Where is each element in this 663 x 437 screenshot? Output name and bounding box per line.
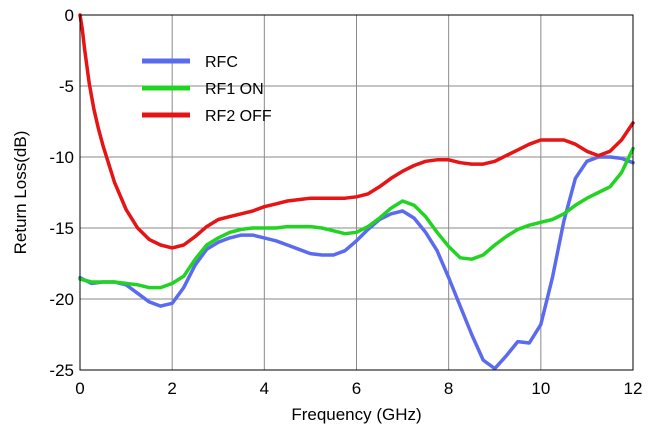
y-tick-label: 0 — [65, 6, 74, 25]
chart-grid — [79, 14, 634, 371]
x-tick-label: 10 — [531, 379, 550, 398]
y-tick-label: -20 — [49, 290, 74, 309]
series-line-rfc — [78, 155, 635, 371]
x-tick-label: 12 — [624, 379, 643, 398]
plot-frame — [79, 14, 634, 371]
x-tick-label: 8 — [444, 379, 453, 398]
x-axis-label: Frequency (GHz) — [291, 405, 421, 424]
x-tick-label: 4 — [260, 379, 269, 398]
y-tick-label: -15 — [49, 219, 74, 238]
y-tick-label: -25 — [49, 361, 74, 380]
legend-label: RFC — [205, 54, 238, 71]
tick-labels: 0 2 4 6 8 10 12 0 -5 -10 -15 -20 -25 — [49, 6, 642, 398]
series-line-rf1-on — [78, 146, 635, 290]
legend-label: RF2 OFF — [205, 108, 272, 125]
y-axis-label: Return Loss(dB) — [11, 131, 30, 255]
legend-label: RF1 ON — [205, 81, 264, 98]
legend: RFC RF1 ON RF2 OFF — [142, 54, 272, 125]
y-tick-label: -5 — [59, 77, 74, 96]
x-tick-label: 6 — [352, 379, 361, 398]
series-line-rf2-off — [78, 13, 635, 250]
y-tick-label: -10 — [49, 148, 74, 167]
x-tick-label: 0 — [75, 379, 84, 398]
x-tick-label: 2 — [167, 379, 176, 398]
series-layer — [78, 13, 635, 371]
